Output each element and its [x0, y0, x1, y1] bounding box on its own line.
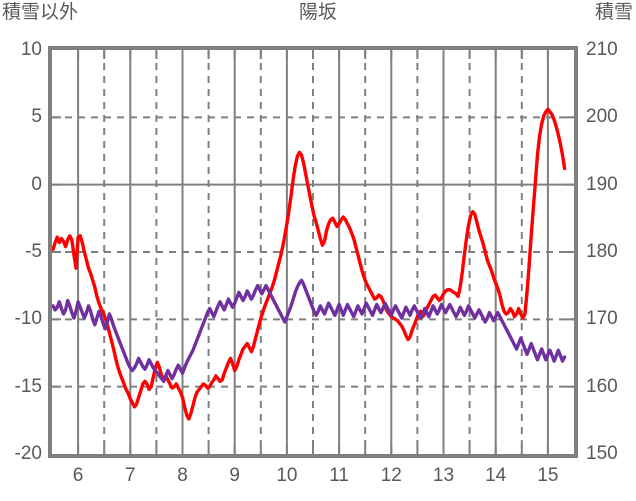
- x-axis-tick-label: 13: [432, 465, 455, 486]
- x-axis-tick-label: 11: [329, 465, 349, 486]
- y-axis-left-tick-label: 0: [31, 173, 42, 195]
- y-axis-left-tick-label: -5: [25, 241, 42, 262]
- y-axis-right-tick-label: 200: [586, 106, 618, 128]
- x-axis-tick-label: 15: [537, 465, 559, 486]
- y-axis-right-tick-label: 160: [586, 375, 618, 397]
- series-line-non-snow: [52, 107, 567, 421]
- x-axis-tick-label: 7: [125, 465, 136, 486]
- x-axis-tick-label: 10: [276, 465, 298, 486]
- x-axis-tick-label: 14: [485, 465, 507, 486]
- y-axis-right-tick-label: 170: [586, 308, 618, 330]
- y-axis-right-tick-label: 150: [586, 443, 618, 464]
- y-axis-right-tick-label: 180: [586, 241, 618, 262]
- y-axis-right-tick-label: 190: [586, 173, 618, 195]
- y-axis-left-tick-label: -20: [14, 443, 42, 464]
- x-axis-tick-label: 8: [177, 465, 188, 486]
- y-axis-right-tick-label: 210: [586, 39, 618, 60]
- series-line-snow: [52, 278, 567, 383]
- plot-area: [48, 46, 578, 458]
- left-axis-title: 積雪以外: [2, 2, 79, 23]
- plot-inner: [52, 50, 574, 454]
- y-axis-left-tick-label: 5: [31, 106, 42, 128]
- y-axis-left-tick-label: -15: [14, 375, 42, 397]
- chart-canvas: [52, 50, 574, 454]
- y-axis-left-tick-label: 10: [20, 39, 42, 60]
- chart-title: 陽坂: [298, 2, 337, 23]
- edge-ticks: [52, 50, 574, 454]
- right-axis-title: 積雪: [594, 2, 633, 23]
- x-axis-tick-label: 9: [229, 465, 240, 486]
- x-axis-tick-label: 12: [380, 465, 402, 486]
- y-axis-left-tick-label: -10: [14, 308, 42, 330]
- x-axis-tick-label: 6: [72, 465, 84, 486]
